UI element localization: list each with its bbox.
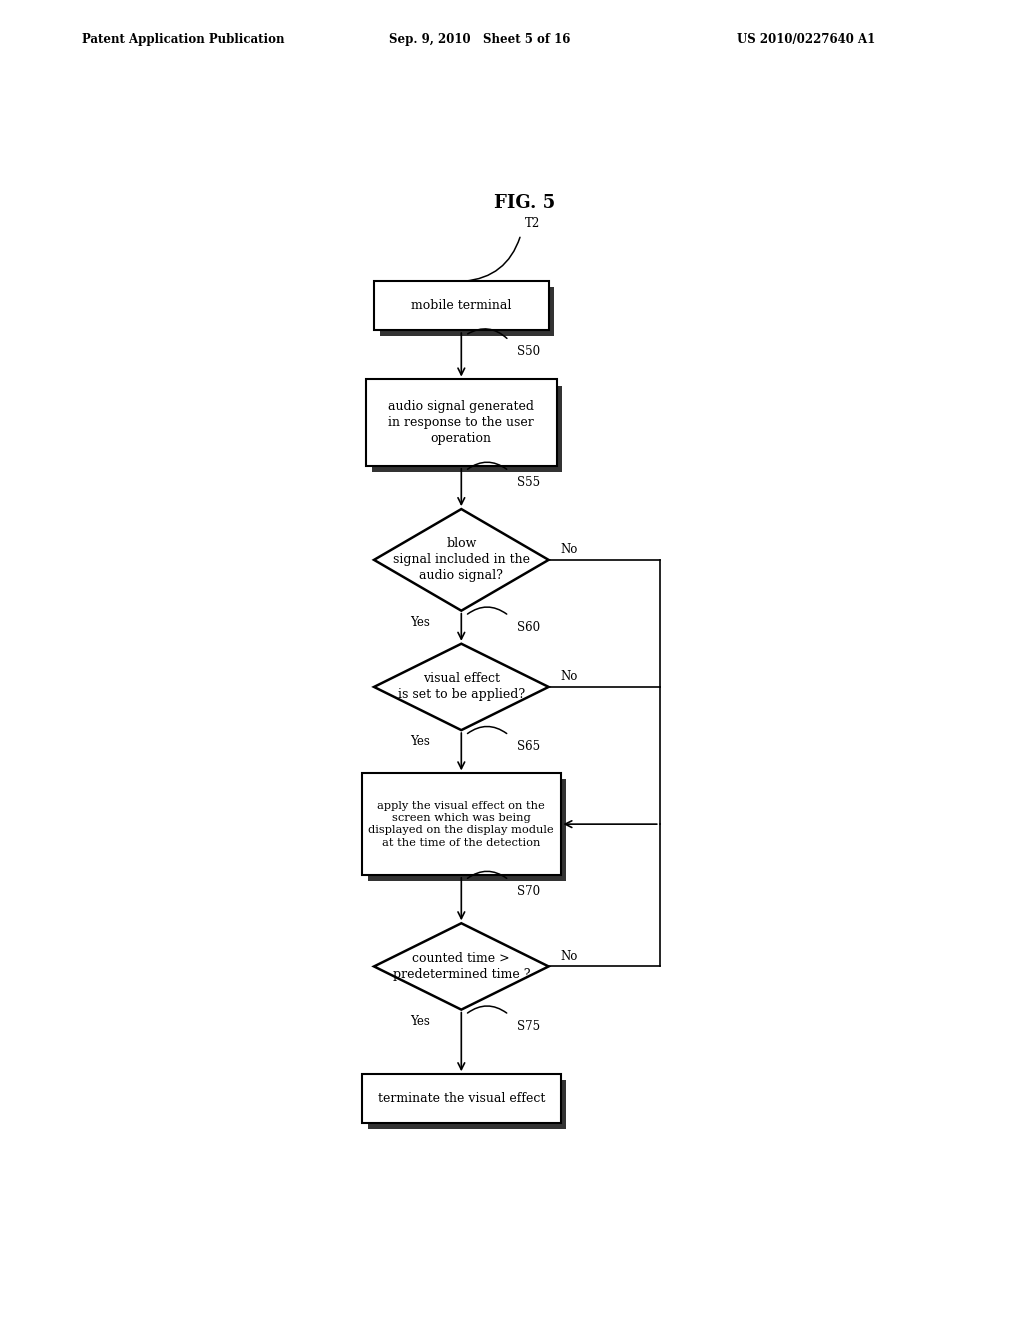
Text: No: No: [560, 671, 578, 684]
Text: mobile terminal: mobile terminal: [411, 300, 512, 313]
Text: blow
signal included in the
audio signal?: blow signal included in the audio signal…: [393, 537, 529, 582]
Text: Yes: Yes: [410, 616, 430, 628]
Text: audio signal generated
in response to the user
operation: audio signal generated in response to th…: [388, 400, 535, 445]
Text: US 2010/0227640 A1: US 2010/0227640 A1: [737, 33, 876, 46]
Bar: [367, 379, 557, 466]
Text: visual effect
is set to be applied?: visual effect is set to be applied?: [397, 672, 525, 701]
Text: No: No: [560, 544, 578, 556]
Bar: [372, 385, 562, 473]
Bar: [362, 774, 560, 875]
Text: S55: S55: [517, 477, 540, 488]
Text: Patent Application Publication: Patent Application Publication: [82, 33, 285, 46]
Text: terminate the visual effect: terminate the visual effect: [378, 1092, 545, 1105]
Bar: [362, 1074, 560, 1123]
Bar: [368, 779, 566, 880]
Text: counted time >
predetermined time ?: counted time > predetermined time ?: [392, 952, 530, 981]
Text: S75: S75: [517, 1020, 540, 1032]
Polygon shape: [374, 923, 549, 1010]
Text: T2: T2: [524, 216, 540, 230]
Bar: [374, 281, 549, 330]
Text: S65: S65: [517, 741, 540, 754]
Text: No: No: [560, 950, 578, 962]
Text: Yes: Yes: [410, 1015, 430, 1028]
Text: FIG. 5: FIG. 5: [495, 194, 555, 213]
Polygon shape: [374, 644, 549, 730]
Text: S50: S50: [517, 346, 540, 359]
Text: S60: S60: [517, 620, 540, 634]
Bar: [368, 1080, 566, 1129]
Text: apply the visual effect on the
screen which was being
displayed on the display m: apply the visual effect on the screen wh…: [369, 800, 554, 847]
Text: S70: S70: [517, 886, 540, 898]
Text: Yes: Yes: [410, 735, 430, 748]
Polygon shape: [374, 510, 549, 611]
Bar: [380, 288, 554, 337]
Text: Sep. 9, 2010   Sheet 5 of 16: Sep. 9, 2010 Sheet 5 of 16: [389, 33, 570, 46]
